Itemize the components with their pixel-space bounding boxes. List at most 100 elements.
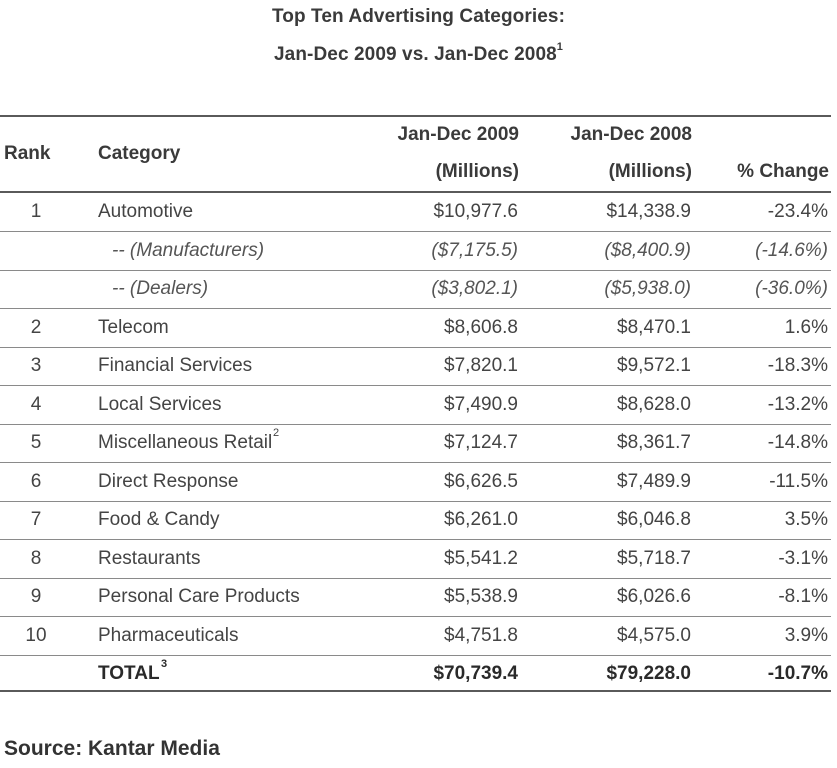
row-divider	[0, 654, 831, 656]
table-row: 2 Telecom $8,606.8 $8,470.1 1.6%	[0, 309, 831, 348]
category-cell: -- (Manufacturers)	[112, 239, 265, 261]
table-top-rule	[0, 115, 831, 117]
change-cell: -10.7%	[767, 663, 828, 684]
header-category: Category	[98, 143, 181, 164]
row-divider	[0, 577, 831, 579]
value-2008-cell: $14,338.9	[606, 201, 691, 222]
rank-cell: 3	[30, 355, 42, 376]
category-cell: Pharmaceuticals	[98, 624, 239, 646]
row-divider	[0, 308, 831, 309]
table-bottom-rule	[0, 690, 831, 692]
category-cell: Automotive	[98, 201, 194, 222]
rank-cell: 7	[30, 509, 42, 530]
change-cell: (-36.0%)	[755, 278, 828, 299]
table-row: 8 Restaurants $5,541.2 $5,718.7 -3.1%	[0, 540, 831, 579]
table-row: 9 Personal Care Products $5,538.9 $6,026.6 -…	[0, 578, 831, 617]
value-2009-cell: $5,541.2	[444, 547, 518, 569]
table-subtitle: Jan-Dec 2009 vs. Jan-Dec 20081	[0, 41, 837, 66]
header-rank: Rank	[4, 143, 51, 164]
total-row: TOTAL 3 $70,739.4 $79,228.0 -10.7%	[0, 655, 831, 694]
category-cell: Direct Response	[98, 470, 239, 492]
value-2009-cell: ($3,802.1)	[431, 278, 518, 299]
row-divider	[0, 346, 831, 348]
value-2009-cell: $7,490.9	[444, 393, 518, 415]
value-2008-cell: $6,046.8	[617, 509, 691, 530]
category-cell: Food & Candy	[98, 509, 220, 530]
row-divider	[0, 423, 831, 425]
change-cell: 3.5%	[784, 509, 828, 530]
category-cell: -- (Dealers)	[112, 278, 209, 299]
value-2008-cell: $8,628.0	[617, 393, 691, 415]
change-cell: -8.1%	[778, 586, 828, 607]
value-2009-cell: $6,261.0	[444, 509, 518, 530]
rank-cell: 8	[30, 547, 42, 569]
category-cell: Restaurants	[98, 547, 201, 569]
table-row: -- (Manufacturers) ($7,175.5) ($8,400.9) (-…	[0, 232, 831, 271]
header-2009-line1: Jan-Dec 2009	[397, 124, 519, 145]
category-cell: Local Services	[98, 393, 222, 415]
rank-cell: 2	[30, 316, 42, 338]
rank-cell: 4	[30, 393, 42, 415]
value-2009-cell: $4,751.8	[444, 624, 518, 646]
value-2008-cell: $8,470.1	[617, 316, 691, 338]
row-divider	[0, 385, 831, 386]
value-2008-cell: $9,572.1	[617, 355, 691, 376]
rank-cell: 10	[25, 624, 47, 646]
table-row: 10 Pharmaceuticals $4,751.8 $4,575.0 3.9%	[0, 617, 831, 656]
change-cell: -18.3%	[767, 355, 828, 376]
value-2009-cell: $6,626.5	[444, 470, 518, 492]
table-row: -- (Dealers) ($3,802.1) ($5,938.0) (-36.0%)	[0, 270, 831, 309]
value-2009-cell: $5,538.9	[444, 586, 518, 607]
table-row: 1 Automotive $10,977.6 $14,338.9 -23.4%	[0, 193, 831, 232]
footnote-marker: 2	[273, 427, 280, 439]
header-change: % Change	[737, 161, 829, 182]
value-2008-cell: ($8,400.9)	[604, 239, 691, 261]
table-row: 4 Local Services $7,490.9 $8,628.0 -13.2%	[0, 386, 831, 425]
change-cell: -3.1%	[778, 547, 828, 569]
value-2009-cell: $70,739.4	[433, 663, 518, 684]
rank-cell: 1	[30, 201, 42, 222]
rank-cell: 9	[30, 586, 42, 607]
value-2008-cell: $79,228.0	[606, 663, 691, 684]
value-2009-cell: ($7,175.5)	[431, 239, 518, 261]
header-2009-line2: (Millions)	[435, 161, 519, 182]
value-2009-cell: $8,606.8	[444, 316, 518, 338]
value-2009-cell: $7,820.1	[444, 355, 518, 376]
rank-cell: 5	[30, 432, 42, 453]
header-2008-line1: Jan-Dec 2008	[570, 124, 692, 145]
change-cell: (-14.6%)	[755, 239, 828, 261]
table-title: Top Ten Advertising Categories:	[0, 6, 837, 28]
change-cell: 3.9%	[784, 624, 828, 646]
title-line-2: Jan-Dec 2009 vs. Jan-Dec 2008	[273, 44, 557, 65]
value-2009-cell: $10,977.6	[433, 201, 518, 222]
category-cell: Miscellaneous Retail	[98, 432, 273, 453]
row-divider	[0, 462, 831, 463]
row-divider	[0, 539, 831, 540]
source-note: Source: Kantar Media	[4, 737, 220, 760]
change-cell: 1.6%	[784, 316, 828, 338]
title-line-1: Top Ten Advertising Categories:	[271, 6, 566, 27]
value-2008-cell: $8,361.7	[617, 432, 691, 453]
footnote-marker: 1	[556, 41, 564, 53]
category-cell: TOTAL	[98, 663, 160, 684]
change-cell: -11.5%	[769, 470, 828, 492]
table-row: 7 Food & Candy $6,261.0 $6,046.8 3.5%	[0, 501, 831, 540]
change-cell: -23.4%	[767, 201, 828, 222]
row-divider	[0, 616, 831, 617]
rank-cell: 6	[30, 470, 42, 492]
table-row: 5 Miscellaneous Retail 2 $7,124.7 $8,361.7 -1…	[0, 424, 831, 463]
value-2009-cell: $7,124.7	[444, 432, 518, 453]
row-divider	[0, 500, 831, 502]
category-cell: Personal Care Products	[98, 586, 300, 607]
table-row: 6 Direct Response $6,626.5 $7,489.9 -11.5%	[0, 463, 831, 502]
category-cell: Financial Services	[98, 355, 253, 376]
header-bottom-rule	[0, 191, 831, 193]
change-cell: -13.2%	[767, 393, 828, 415]
value-2008-cell: $5,718.7	[617, 547, 691, 569]
table-row: 3 Financial Services $7,820.1 $9,572.1 -18.3…	[0, 347, 831, 386]
row-divider	[0, 231, 831, 232]
row-divider	[0, 269, 831, 271]
category-cell: Telecom	[98, 316, 169, 338]
value-2008-cell: $4,575.0	[617, 624, 691, 646]
change-cell: -14.8%	[767, 432, 828, 453]
